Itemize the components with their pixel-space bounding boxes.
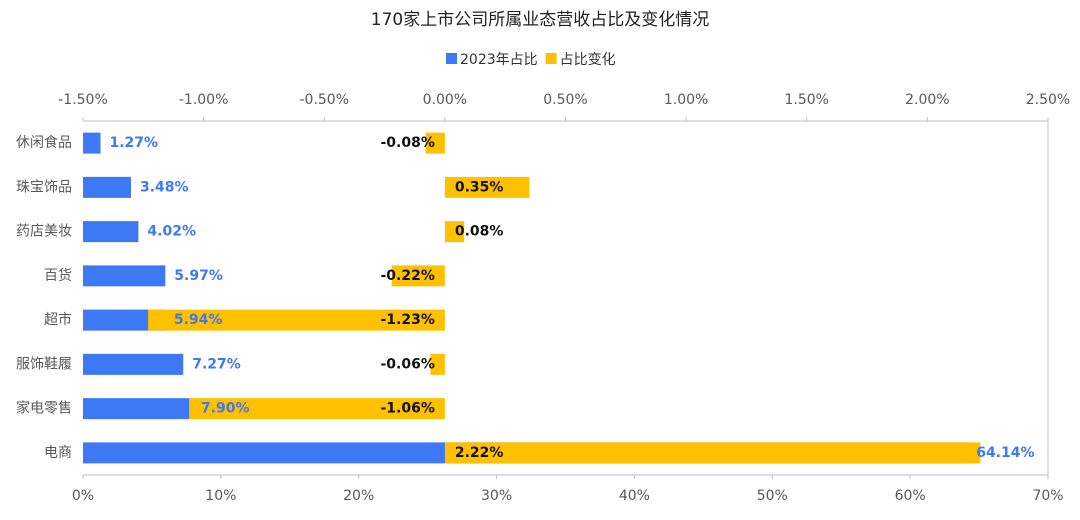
bar xyxy=(83,265,166,287)
x2-tick-label: -1.00% xyxy=(179,92,229,108)
y-tick-label: 百货 xyxy=(44,267,72,284)
bar xyxy=(391,265,445,287)
value-label: 7.27% xyxy=(192,356,241,372)
x2-tick-label: 0.00% xyxy=(423,92,467,108)
value-label: -1.23% xyxy=(380,312,434,328)
x-tick-label: 0% xyxy=(72,488,94,504)
bar xyxy=(444,442,981,464)
x-tick-label: 20% xyxy=(343,488,374,504)
x-tick-label: 60% xyxy=(895,488,926,504)
bar xyxy=(83,309,165,331)
value-label: -0.06% xyxy=(380,356,434,372)
value-label: 64.14% xyxy=(976,445,1034,461)
value-label: -0.22% xyxy=(380,268,434,284)
value-label: -1.06% xyxy=(380,401,434,417)
value-label: 1.27% xyxy=(110,135,159,151)
y-tick-label: 休闲食品 xyxy=(16,134,72,151)
value-label: 3.48% xyxy=(140,179,189,195)
x-tick-label: 50% xyxy=(757,488,788,504)
bar xyxy=(83,176,131,198)
y-tick-label: 电商 xyxy=(44,445,72,461)
y-tick-label: 珠宝饰品 xyxy=(16,179,72,195)
legend-label: 占比变化 xyxy=(560,52,616,68)
value-label: 5.97% xyxy=(174,268,223,284)
x2-tick-label: 1.00% xyxy=(664,92,708,108)
bar xyxy=(83,353,184,375)
legend-swatch xyxy=(545,53,557,64)
x2-tick-label: 2.50% xyxy=(1026,92,1070,108)
value-label: 7.90% xyxy=(201,401,250,417)
y-tick-label: 家电零售 xyxy=(16,400,72,417)
x-tick-label: 70% xyxy=(1032,488,1063,504)
value-label: 4.02% xyxy=(147,224,196,240)
legend-label: 2023年占比 xyxy=(460,52,538,68)
bar xyxy=(425,132,445,154)
x-tick-label: 10% xyxy=(205,488,236,504)
bar xyxy=(444,221,465,243)
bar xyxy=(83,132,101,154)
bar xyxy=(189,398,445,420)
value-label: 5.94% xyxy=(174,312,223,328)
value-label: 0.08% xyxy=(455,224,504,240)
y-tick-label: 药店美妆 xyxy=(16,224,72,240)
x2-tick-label: -1.50% xyxy=(58,92,108,108)
x2-tick-label: 2.00% xyxy=(905,92,949,108)
value-label: -0.08% xyxy=(380,135,434,151)
y-tick-label: 超市 xyxy=(44,311,72,328)
bar xyxy=(444,176,530,198)
bar xyxy=(83,398,192,420)
x2-tick-label: 0.50% xyxy=(543,92,587,108)
value-label: 0.35% xyxy=(455,179,504,195)
x2-tick-label: 1.50% xyxy=(785,92,829,108)
x-tick-label: 30% xyxy=(481,488,512,504)
bar xyxy=(83,221,139,243)
y-tick-label: 服饰鞋履 xyxy=(16,356,72,372)
chart-title: 170家上市公司所属业态营收占比及变化情况 xyxy=(371,10,709,30)
bar xyxy=(148,309,445,331)
x2-tick-label: -0.50% xyxy=(299,92,349,108)
bar xyxy=(430,353,445,375)
x-tick-label: 40% xyxy=(619,488,650,504)
value-label: 2.22% xyxy=(455,445,504,461)
legend-swatch xyxy=(446,53,457,64)
